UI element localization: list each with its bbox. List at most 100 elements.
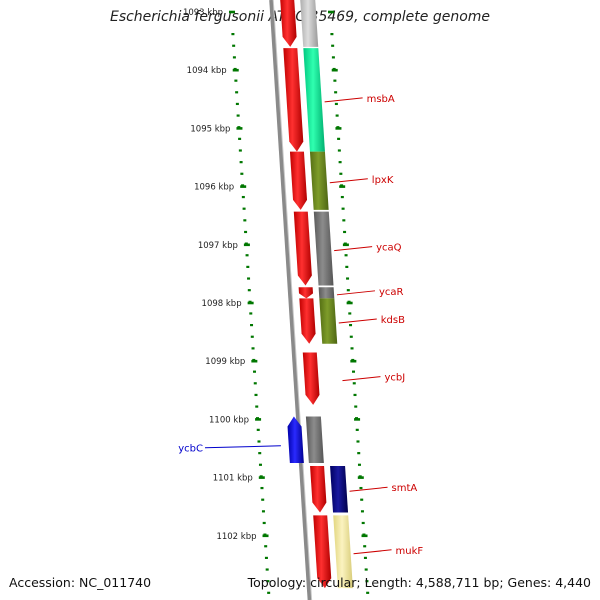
msbA-cds-arrow [283,48,304,152]
smtA-label: smtA [392,483,418,494]
minor-tick [360,498,364,501]
mukF-cds-arrow [313,515,332,589]
minor-tick [343,230,347,234]
msbA-cog-block [303,48,325,152]
major-tick [335,127,342,130]
minor-tick [348,312,352,315]
minor-tick [235,91,239,94]
lpxK-cds-arrow [289,151,308,210]
minor-tick [349,324,353,327]
major-tick [350,359,357,363]
minor-tick [364,568,368,571]
kdsB-cog-block [319,298,338,344]
minor-tick [337,137,341,140]
minor-tick [344,254,348,257]
accession-label: Accession: NC_011740 [9,575,152,590]
minor-tick [264,545,268,548]
unnamed-cds-arrow [280,0,297,47]
ycbJ-cds-arrow [302,352,320,405]
mukF-cog-block [333,515,353,589]
major-tick [258,476,265,479]
smtA-cds-arrow [310,465,327,513]
unnamed-cog-block [300,0,319,47]
kbp-label: 1095 kbp [190,124,230,134]
minor-tick [361,521,365,525]
minor-tick [341,207,345,210]
major-tick [328,10,334,14]
minor-tick [264,556,268,559]
minor-tick [331,56,335,59]
ycbC-cds-arrow [287,416,304,464]
minor-tick [247,277,251,280]
minor-tick [258,452,262,455]
lpxK-leader [329,178,368,184]
kbp-label: 1098 kbp [202,299,242,309]
minor-tick [247,289,251,292]
minor-tick [261,498,265,501]
ycbC-label: ycbC [178,443,203,454]
kbp-label: 1099 kbp [205,357,245,367]
minor-tick [232,44,236,47]
minor-tick [342,219,346,222]
major-tick [342,243,349,247]
minor-tick [241,195,245,199]
major-tick [361,534,368,538]
minor-tick [246,265,250,268]
minor-tick [331,44,335,47]
genome-summary: Topology: circular; Length: 4,588,711 bp… [247,575,591,590]
minor-tick [256,428,260,431]
minor-tick [355,428,359,431]
minor-tick [253,382,257,385]
kdsB-leader [338,318,377,324]
major-tick [247,301,254,305]
minor-tick [245,254,249,257]
major-tick [251,359,258,363]
minor-tick [267,591,271,594]
minor-tick [352,382,356,385]
gene-features [280,0,353,589]
msbA-label: msbA [367,94,395,105]
scale-ticks: 1093 kbp 1094 kbp 1095 kbp 1096 kbp 1097 kbp… [183,8,370,594]
kbp-label: 1102 kbp [216,532,256,542]
ycaR-leader [336,290,376,296]
minor-tick [334,102,338,106]
minor-tick [265,568,269,571]
minor-tick [251,347,255,350]
backbone-line [269,0,312,600]
minor-tick [242,207,246,210]
minor-tick [257,440,261,443]
minor-tick [346,277,350,280]
major-tick [232,68,239,72]
major-tick [236,127,243,130]
kbp-label: 1097 kbp [198,241,238,251]
major-tick [331,68,338,72]
ycbC-leader [204,445,281,449]
minor-tick [353,393,357,397]
minor-tick [356,440,360,443]
ycaQ-cds-arrow [293,211,312,286]
major-tick [346,301,353,305]
minor-tick [260,486,264,490]
minor-tick [339,172,343,175]
minor-tick [340,195,344,199]
minor-tick [360,510,364,513]
mukF-leader [353,549,392,555]
minor-tick [357,463,361,466]
minor-tick [240,172,244,175]
minor-tick [345,265,349,268]
minor-tick [266,580,270,583]
major-tick [262,534,269,538]
backbone-highlight [272,0,313,600]
minor-tick [232,56,236,59]
lpxK-label: lpxK [372,175,394,186]
msbA-leader [324,97,363,103]
genome-backbone [269,0,313,600]
minor-tick [238,137,242,140]
minor-tick [366,591,370,594]
minor-tick [352,370,356,373]
kbp-label: 1101 kbp [213,474,253,484]
minor-tick [350,347,354,350]
minor-tick [243,219,247,222]
kdsB-label: kdsB [381,315,405,326]
minor-tick [255,405,259,408]
